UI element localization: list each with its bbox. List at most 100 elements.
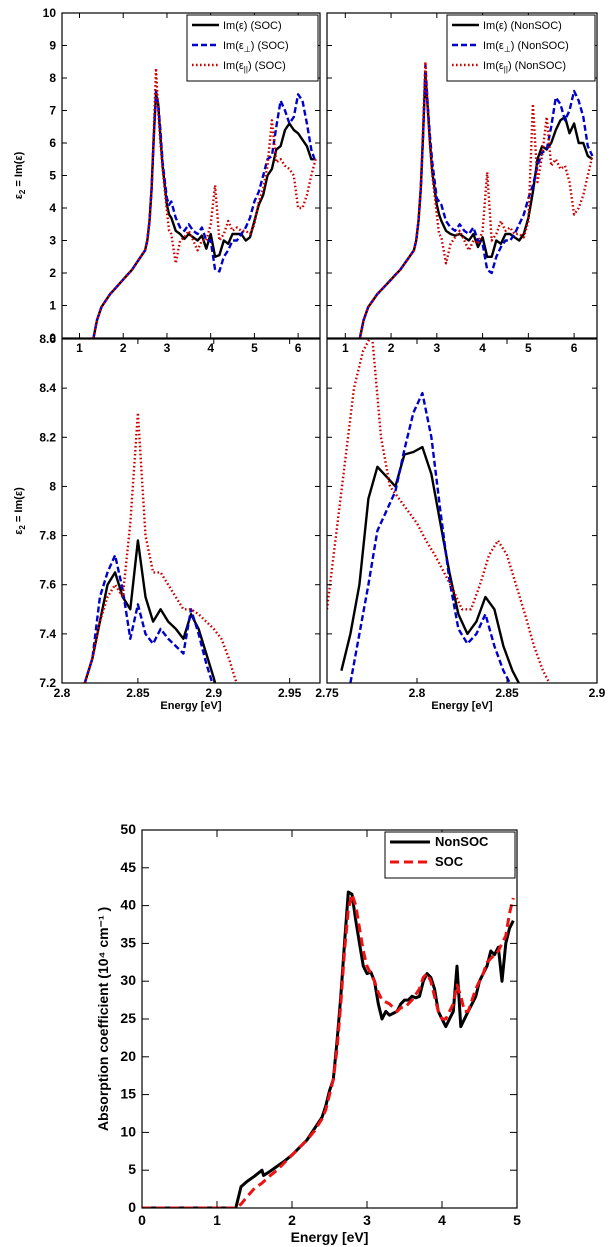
y-tick-label: 3 <box>49 234 56 248</box>
y-tick-label: 7.6 <box>39 578 56 592</box>
legend-label: SOC <box>435 854 464 869</box>
plot-frame <box>326 338 598 684</box>
y-axis-label-rest: = Im(ε) <box>13 487 25 525</box>
series-line-3 <box>92 67 317 338</box>
legend-label-sub: || <box>504 65 508 74</box>
x-tick-label: 4 <box>479 341 486 355</box>
x-tick-label: 2.8 <box>409 686 426 700</box>
legend-label-sub: || <box>244 65 248 74</box>
legend-label-main: Im(ε <box>483 60 504 72</box>
x-tick-label: 2.9 <box>589 686 606 700</box>
y-tick-label: 15 <box>120 1086 136 1102</box>
legend: Im(ε) (NonSOC)Im(ε⊥) (NonSOC)Im(ε||) (No… <box>446 14 596 82</box>
y-tick-label: 9 <box>49 39 56 53</box>
x-tick-label: 0 <box>138 1212 146 1228</box>
y-tick-label: 7.4 <box>39 627 56 641</box>
series-line-2 <box>92 89 317 338</box>
legend: NonSOC SOC <box>384 831 516 879</box>
series-line-1 <box>83 539 217 683</box>
legend-label-rest: ) (NonSOC) <box>511 40 569 52</box>
y-tick-label: 2 <box>49 266 56 280</box>
legend-label: Im(ε⊥) (SOC) <box>223 40 289 54</box>
legend-label: Im(ε⊥) (NonSOC) <box>483 40 569 54</box>
legend-label-main: Im(ε <box>223 60 244 72</box>
y-tick-label: 7 <box>49 104 56 118</box>
x-tick-label: 4 <box>207 341 214 355</box>
y-axis-label-eps: ε <box>13 193 25 199</box>
y-tick-label: 8 <box>49 71 56 85</box>
y-tick-label: 25 <box>120 1010 136 1026</box>
legend-label-rest: ) (SOC) <box>248 60 286 72</box>
y-tick-label: 7.2 <box>39 676 56 690</box>
x-tick-label: 3 <box>433 341 440 355</box>
x-tick-label: 2.8 <box>54 686 71 700</box>
x-tick-label: 5 <box>525 341 532 355</box>
x-tick-label: 2.85 <box>126 686 150 700</box>
chart-panel-2: 1 2 3 4 5 6Im(ε) (NonSOC)Im(ε⊥) (NonSOC)Im(ε|… <box>326 12 598 355</box>
legend-label: Im(ε||) (NonSOC) <box>483 60 566 74</box>
y-tick-label: 1 <box>49 299 56 313</box>
y-tick-label: 7.8 <box>39 529 56 543</box>
x-tick-label: 1 <box>342 341 349 355</box>
x-tick-label: 3 <box>164 341 171 355</box>
chart-panel-3: 2.8 2.85 2.9 2.95 7.2 7.4 7.6 7.8 8 8.2 8.4 8.6 Ener… <box>13 332 321 712</box>
y-axis-label: Absorption coefficient (10⁴ cm⁻¹ ) <box>95 907 111 1131</box>
legend-label: Im(ε) (NonSOC) <box>483 20 562 32</box>
y-tick-label: 20 <box>120 1048 136 1064</box>
x-tick-label: 4 <box>438 1212 446 1228</box>
y-tick-label: 10 <box>43 6 57 20</box>
legend-label-sub: ⊥ <box>244 45 251 54</box>
legend-label-main: Im(ε <box>223 40 244 52</box>
y-tick-label: 8.6 <box>39 332 56 346</box>
legend-label-rest: ) (NonSOC) <box>508 60 566 72</box>
series-line-1 <box>142 890 515 1208</box>
y-tick-label: 6 <box>49 136 56 150</box>
x-tick-label: 3 <box>363 1212 371 1228</box>
x-tick-label: 6 <box>295 341 302 355</box>
x-tick-label: 5 <box>251 341 258 355</box>
y-tick-label: 8.2 <box>39 430 56 444</box>
y-tick-label: 0 <box>49 331 56 345</box>
y-tick-label: 5 <box>128 1161 136 1177</box>
series-line-2 <box>83 554 214 683</box>
x-tick-label: 6 <box>571 341 578 355</box>
y-tick-label: 0 <box>128 1199 136 1215</box>
x-axis-label: Energy [eV] <box>160 700 221 712</box>
y-tick-label: 8 <box>49 479 56 493</box>
plot-frame <box>61 338 321 684</box>
x-tick-label: 2.85 <box>495 686 519 700</box>
series-line-1 <box>340 445 521 683</box>
x-tick-label: 2 <box>288 1212 296 1228</box>
y-axis-label: ε2 = Im(ε) <box>13 487 27 535</box>
x-tick-label: 2 <box>388 341 395 355</box>
x-tick-label: 2.9 <box>205 686 222 700</box>
y-tick-label: 30 <box>120 972 136 988</box>
series-line-1 <box>92 93 316 338</box>
y-tick-label: 35 <box>120 934 136 950</box>
y-tick-label: 45 <box>120 859 136 875</box>
x-tick-label: 1 <box>76 341 83 355</box>
y-tick-label: 50 <box>120 821 136 837</box>
legend: Im(ε) (SOC)Im(ε⊥) (SOC)Im(ε||) (SOC) <box>186 14 319 82</box>
x-axis-label: Energy [eV] <box>291 1229 369 1245</box>
legend-label: Im(ε) (SOC) <box>223 20 282 32</box>
x-tick-label: 2 <box>120 341 127 355</box>
y-tick-label: 5 <box>49 169 56 183</box>
y-axis-label: ε2 = Im(ε) <box>13 151 27 199</box>
y-tick-label: 10 <box>120 1123 136 1139</box>
x-tick-label: 1 <box>213 1212 221 1228</box>
y-axis-label-sub: 2 <box>18 189 27 194</box>
legend-label-rest: ) (SOC) <box>251 40 289 52</box>
y-axis-label-eps: ε <box>13 529 25 535</box>
y-tick-label: 40 <box>120 897 136 913</box>
series-line-1 <box>358 73 594 338</box>
x-tick-label: 2.95 <box>278 686 302 700</box>
series-line-2 <box>358 63 594 338</box>
y-tick-label: 4 <box>49 201 56 215</box>
x-tick-label: 2.75 <box>315 686 339 700</box>
series-line-2 <box>349 391 512 683</box>
series-line-3 <box>83 411 238 683</box>
legend-box <box>384 831 516 879</box>
